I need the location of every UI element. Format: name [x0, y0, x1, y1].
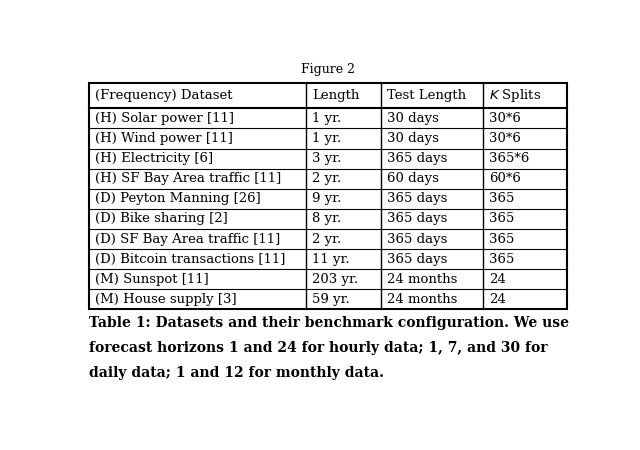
Text: 365: 365 [490, 233, 515, 246]
Text: 3 yr.: 3 yr. [312, 152, 342, 165]
Text: 30*6: 30*6 [490, 132, 521, 145]
Text: 30 days: 30 days [387, 112, 438, 125]
Text: 365: 365 [490, 212, 515, 225]
Text: (M) Sunspot [11]: (M) Sunspot [11] [95, 273, 209, 286]
Text: (D) Bike sharing [2]: (D) Bike sharing [2] [95, 212, 228, 225]
Text: Figure 2: Figure 2 [301, 63, 355, 76]
Text: 365 days: 365 days [387, 152, 447, 165]
Text: 9 yr.: 9 yr. [312, 192, 342, 205]
Text: Length: Length [312, 90, 360, 103]
Text: (D) SF Bay Area traffic [11]: (D) SF Bay Area traffic [11] [95, 233, 280, 246]
Text: 8 yr.: 8 yr. [312, 212, 342, 225]
Text: 24: 24 [490, 273, 506, 286]
Text: (H) Solar power [11]: (H) Solar power [11] [95, 112, 234, 125]
Text: (D) Peyton Manning [26]: (D) Peyton Manning [26] [95, 192, 260, 205]
Text: 60*6: 60*6 [490, 172, 521, 185]
Text: 2 yr.: 2 yr. [312, 233, 342, 246]
Text: (H) SF Bay Area traffic [11]: (H) SF Bay Area traffic [11] [95, 172, 281, 185]
Text: forecast horizons 1 and 24 for hourly data; 1, 7, and 30 for: forecast horizons 1 and 24 for hourly da… [89, 341, 547, 355]
Text: 11 yr.: 11 yr. [312, 252, 350, 266]
Text: 24: 24 [490, 293, 506, 306]
Text: Test Length: Test Length [387, 90, 466, 103]
Text: 1 yr.: 1 yr. [312, 132, 342, 145]
Text: 60 days: 60 days [387, 172, 438, 185]
Text: 365*6: 365*6 [490, 152, 530, 165]
Text: 1 yr.: 1 yr. [312, 112, 342, 125]
Text: 24 months: 24 months [387, 273, 457, 286]
Bar [89, 83, 567, 309]
Text: Table 1: Datasets and their benchmark configuration. We use: Table 1: Datasets and their benchmark co… [89, 315, 569, 329]
Text: (D) Bitcoin transactions [11]: (D) Bitcoin transactions [11] [95, 252, 285, 266]
Text: $\mathit{K}$ Splits: $\mathit{K}$ Splits [490, 87, 541, 104]
Text: (H) Electricity [6]: (H) Electricity [6] [95, 152, 213, 165]
Text: (H) Wind power [11]: (H) Wind power [11] [95, 132, 233, 145]
Text: 365: 365 [490, 192, 515, 205]
Text: 365 days: 365 days [387, 212, 447, 225]
Text: 365 days: 365 days [387, 192, 447, 205]
Text: (M) House supply [3]: (M) House supply [3] [95, 293, 237, 306]
Text: 59 yr.: 59 yr. [312, 293, 350, 306]
Text: 365 days: 365 days [387, 233, 447, 246]
Text: 30 days: 30 days [387, 132, 438, 145]
Text: (Frequency) Dataset: (Frequency) Dataset [95, 90, 232, 103]
Text: daily data; 1 and 12 for monthly data.: daily data; 1 and 12 for monthly data. [89, 365, 384, 379]
Text: 30*6: 30*6 [490, 112, 521, 125]
Text: 365: 365 [490, 252, 515, 266]
Text: 2 yr.: 2 yr. [312, 172, 342, 185]
Text: 24 months: 24 months [387, 293, 457, 306]
Text: 365 days: 365 days [387, 252, 447, 266]
Text: 203 yr.: 203 yr. [312, 273, 358, 286]
